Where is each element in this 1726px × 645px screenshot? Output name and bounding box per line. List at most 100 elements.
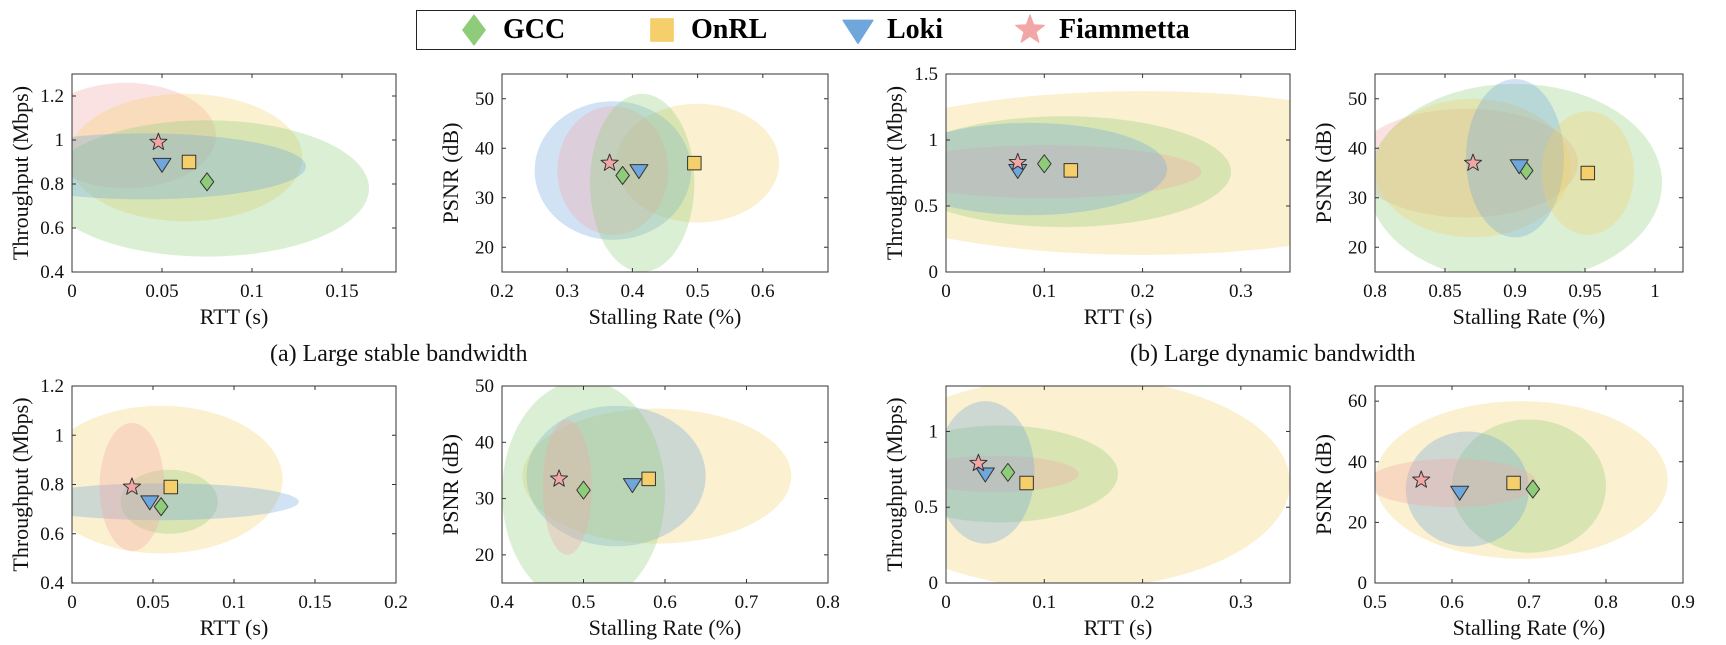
point-fiammetta: [1412, 470, 1431, 488]
legend-marker-gcc: [462, 14, 486, 46]
y-tick-label: 0.5: [914, 196, 938, 217]
point-onrl: [1019, 475, 1034, 491]
point-gcc: [576, 480, 591, 500]
y-tick-label: 0: [1358, 573, 1368, 594]
x-tick-label: 1: [1650, 281, 1660, 302]
chart-panel-2: 0.2 0.3 0.4 0.5 0.6 20 30 40 50 Stalling Rate (%)…: [438, 73, 829, 329]
plot-area: [72, 74, 396, 272]
point-loki: [629, 164, 649, 180]
legend-item-loki: Loki: [841, 11, 943, 49]
y-tick-label: 0.6: [40, 218, 64, 239]
x-tick-label: 0.5: [686, 281, 710, 302]
x-tick-label: 0.1: [1032, 592, 1056, 613]
x-tick-label: 0.1: [222, 592, 246, 613]
y-tick-label: 0.8: [40, 174, 64, 195]
x-tick-label: 0.1: [240, 281, 264, 302]
chart-panel-8: 0.5 0.6 0.7 0.8 0.9 0 20 40 60 Stalling Rate (%) P…: [1311, 385, 1695, 640]
ellipse-onrl: [946, 91, 1290, 255]
x-tick-label: 0.8: [1594, 592, 1618, 613]
point-gcc: [615, 165, 630, 185]
x-tick-label: 0: [67, 592, 77, 613]
legend-label-fiammetta: Fiammetta: [1059, 14, 1190, 45]
x-tick-label: 0.8: [1363, 281, 1387, 302]
x-axis-label: Stalling Rate (%): [1453, 304, 1606, 329]
y-tick-label: 40: [1348, 452, 1367, 473]
point-gcc: [1000, 462, 1016, 482]
y-tick-label: 0.8: [40, 475, 64, 496]
point-fiammetta: [969, 453, 988, 472]
point-fiammetta: [1008, 152, 1027, 171]
ellipse-onrl: [72, 405, 283, 554]
y-tick-label: 1: [929, 130, 939, 151]
point-fiammetta: [149, 132, 168, 150]
y-tick-label: 1.2: [40, 86, 64, 107]
point-gcc: [1525, 479, 1541, 499]
y-tick-label: 0: [929, 262, 939, 283]
point-fiammetta: [549, 469, 569, 487]
y-tick-label: 30: [475, 188, 494, 209]
ellipse-fiammetta: [557, 106, 669, 235]
legend-item-onrl: OnRL: [645, 11, 767, 49]
y-axis-label: Throughput (Mbps): [8, 86, 33, 260]
x-tick-label: 0.05: [145, 281, 178, 302]
x-tick-label: 0.95: [1568, 281, 1601, 302]
y-axis-label: PSNR (dB): [438, 123, 463, 224]
point-gcc: [1037, 154, 1052, 174]
point-loki: [1450, 485, 1470, 501]
y-tick-label: 40: [475, 432, 494, 453]
x-tick-label: 0.15: [298, 592, 331, 613]
ellipse-gcc: [72, 120, 369, 257]
x-tick-label: 0.8: [816, 592, 840, 613]
x-tick-label: 0.9: [1671, 592, 1695, 613]
chart-panel-4: 0.8 0.85 0.9 0.95 1 20 30 40 50 Stalling Rate (%)…: [1311, 73, 1684, 329]
legend-marker-loki: [842, 19, 874, 45]
legend-item-gcc: GCC: [457, 11, 565, 49]
x-tick-label: 0.85: [1428, 281, 1461, 302]
x-tick-label: 0.4: [490, 592, 514, 613]
x-tick-label: 0.7: [735, 592, 759, 613]
x-tick-label: 0.2: [1131, 592, 1155, 613]
y-tick-label: 50: [475, 376, 494, 397]
legend-item-fiammetta: Fiammetta: [1013, 11, 1190, 49]
x-tick-label: 0.2: [490, 281, 514, 302]
legend-label-gcc: GCC: [503, 14, 566, 45]
y-axis-label: PSNR (dB): [1311, 434, 1336, 535]
point-loki: [152, 157, 172, 173]
y-tick-label: 20: [475, 545, 494, 566]
x-axis-label: RTT (s): [200, 304, 269, 329]
legend-marker-fiammetta: [1015, 14, 1045, 43]
plot-area: [946, 74, 1290, 272]
point-onrl: [641, 471, 656, 487]
point-onrl: [1506, 475, 1521, 491]
y-axis-label: PSNR (dB): [438, 434, 463, 535]
point-onrl: [181, 154, 197, 170]
plot-frame: [71, 73, 397, 273]
y-tick-label: 0: [929, 573, 939, 594]
y-tick-label: 1: [55, 130, 65, 151]
x-tick-label: 0: [67, 281, 77, 302]
y-tick-label: 0.4: [40, 573, 64, 594]
x-tick-label: 0.6: [1440, 592, 1464, 613]
chart-panel-3: 0 0.1 0.2 0.3 0 0.5 1 1.5 RTT (s) Throughput (Mbp…: [882, 64, 1291, 329]
ellipse-loki: [1466, 78, 1564, 238]
chart-panel-7: 0 0.1 0.2 0.3 0 0.5 1 RTT (s) Throughput (Mbps): [882, 385, 1291, 640]
plot-frame: [945, 385, 1291, 584]
y-tick-label: 20: [1348, 237, 1367, 258]
ellipse-gcc: [946, 425, 1118, 523]
point-loki: [975, 467, 995, 483]
ellipse-fiammetta: [72, 82, 216, 189]
y-tick-label: 50: [475, 89, 494, 110]
y-tick-label: 40: [1348, 138, 1367, 159]
ellipse-loki: [526, 405, 706, 547]
x-tick-label: 0: [941, 281, 951, 302]
x-tick-label: 0.6: [751, 281, 775, 302]
point-gcc: [199, 172, 215, 192]
y-tick-label: 1.2: [40, 376, 64, 397]
y-tick-label: 0.5: [914, 497, 938, 518]
caption-a: (a) Large stable bandwidth: [270, 341, 528, 367]
x-tick-label: 0.3: [555, 281, 579, 302]
x-tick-label: 0.3: [1229, 281, 1253, 302]
x-tick-label: 0.15: [325, 281, 358, 302]
ellipse-gcc: [946, 116, 1231, 228]
